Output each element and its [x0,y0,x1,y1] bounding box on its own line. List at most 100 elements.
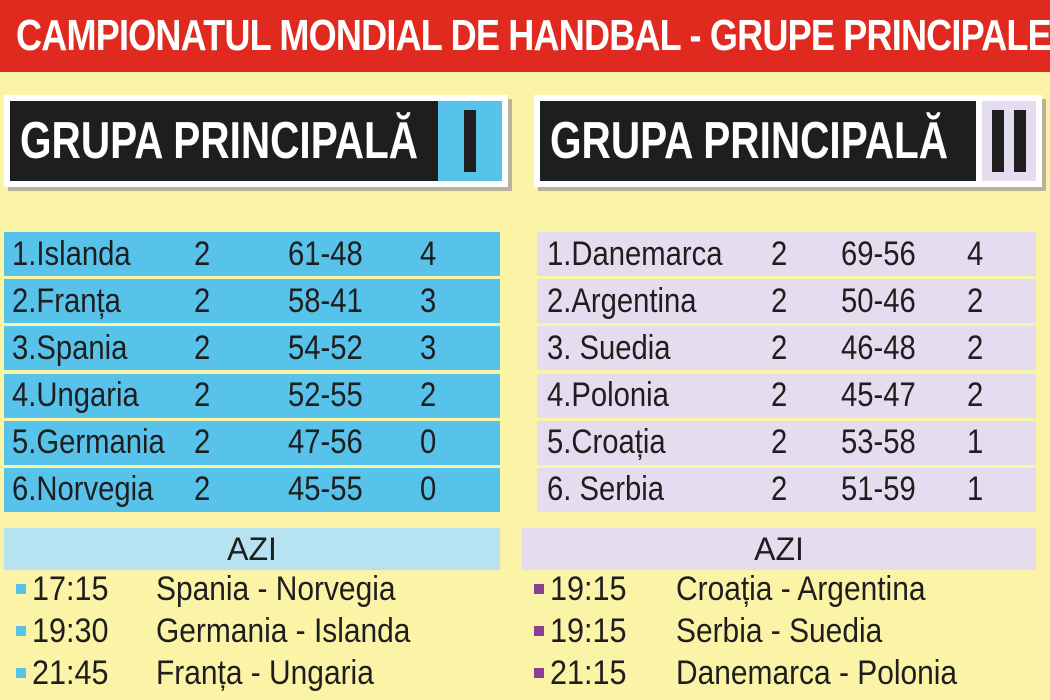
list-item: 21:45 Franța - Ungaria [4,654,500,696]
goal-difference: 46-48 [841,328,916,367]
list-item: 19:30 Germania - Islanda [4,612,500,654]
table-row: 6. Serbia 2 51-59 1 [537,467,1036,512]
matches-played: 2 [771,328,788,367]
group-2-title: GRUPA PRINCIPALĂ [550,112,949,170]
match-teams: Croația - Argentina [676,570,926,608]
points: 3 [420,328,437,367]
goal-difference: 50-46 [841,281,916,320]
page-banner: CAMPIONATUL MONDIAL DE HANDBAL - GRUPE P… [0,0,1050,72]
team-name: 6. Serbia [547,470,665,509]
team-name: 5.Croația [547,423,666,462]
team-name: 1.Danemarca [547,234,723,273]
table-row: 6.Norvegia 2 45-55 0 [4,467,500,512]
group-1-title-box: GRUPA PRINCIPALĂ [10,101,438,181]
bullet-icon [16,626,26,636]
team-name: 2.Franța [12,281,121,320]
roman-numeral-bar [992,110,1004,172]
match-teams: Germania - Islanda [156,612,411,650]
team-name: 4.Polonia [547,376,669,415]
points: 1 [967,470,984,509]
matches-played: 2 [194,281,211,320]
roman-numeral-bar [464,110,476,172]
goal-difference: 45-55 [288,470,363,509]
goal-difference: 47-56 [288,423,363,462]
table-row: 4.Ungaria 2 52-55 2 [4,373,500,418]
team-name: 4.Ungaria [12,376,139,415]
points: 0 [420,470,437,509]
table-row: 2.Argentina 2 50-46 2 [537,279,1036,324]
matches-played: 2 [194,470,211,509]
matches-played: 2 [194,234,211,273]
matches-played: 2 [771,234,788,273]
match-time: 19:30 [32,612,109,650]
group-2-title-box: GRUPA PRINCIPALĂ [540,101,976,181]
table-row: 3.Spania 2 54-52 3 [4,326,500,371]
table-row: 5.Croația 2 53-58 1 [537,420,1036,465]
bullet-icon [534,626,544,636]
match-teams: Serbia - Suedia [676,612,883,650]
match-time: 21:45 [32,654,109,692]
group-1-title: GRUPA PRINCIPALĂ [20,112,419,170]
matches-played: 2 [194,423,211,462]
goal-difference: 54-52 [288,328,363,367]
goal-difference: 69-56 [841,234,916,273]
today-heading: AZI [4,528,500,570]
points: 3 [420,281,437,320]
points: 1 [967,423,984,462]
team-name: 1.Islanda [12,234,131,273]
points: 4 [420,234,437,273]
team-name: 3.Spania [12,328,128,367]
group-1-standings: 1.Islanda 2 61-48 4 2.Franța 2 58-41 3 3… [4,232,500,515]
points: 2 [967,281,984,320]
group-2-header: GRUPA PRINCIPALĂ [534,95,1042,187]
roman-numeral-bar [1014,110,1026,172]
table-row: 1.Danemarca 2 69-56 4 [537,232,1036,276]
bullet-icon [16,584,26,594]
bullet-icon [16,668,26,678]
goal-difference: 52-55 [288,376,363,415]
goal-difference: 45-47 [841,376,916,415]
goal-difference: 58-41 [288,281,363,320]
team-name: 6.Norvegia [12,470,154,509]
group-2-numeral [982,101,1036,181]
points: 2 [420,376,437,415]
group-2-standings: 1.Danemarca 2 69-56 4 2.Argentina 2 50-4… [537,232,1036,515]
list-item: 21:15 Danemarca - Polonia [522,654,1036,696]
matches-played: 2 [194,328,211,367]
banner-title: CAMPIONATUL MONDIAL DE HANDBAL - GRUPE P… [16,11,1050,60]
match-teams: Franța - Ungaria [156,654,374,692]
list-item: 19:15 Croația - Argentina [522,570,1036,612]
goal-difference: 51-59 [841,470,916,509]
table-row: 5.Germania 2 47-56 0 [4,420,500,465]
team-name: 3. Suedia [547,328,671,367]
team-name: 5.Germania [12,423,165,462]
table-row: 2.Franța 2 58-41 3 [4,279,500,324]
group-2-today: AZI 19:15 Croația - Argentina 19:15 Serb… [522,528,1036,700]
goal-difference: 53-58 [841,423,916,462]
points: 2 [967,376,984,415]
group-1-today: AZI 17:15 Spania - Norvegia 19:30 German… [4,528,500,700]
table-row: 1.Islanda 2 61-48 4 [4,232,500,276]
goal-difference: 61-48 [288,234,363,273]
match-time: 21:15 [550,654,627,692]
group-1-numeral [438,101,502,181]
matches-played: 2 [771,376,788,415]
group-1-header: GRUPA PRINCIPALĂ [4,95,508,187]
points: 4 [967,234,984,273]
match-time: 19:15 [550,612,627,650]
match-teams: Danemarca - Polonia [676,654,958,692]
table-row: 4.Polonia 2 45-47 2 [537,373,1036,418]
matches-played: 2 [194,376,211,415]
match-teams: Spania - Norvegia [156,570,396,608]
points: 2 [967,328,984,367]
bullet-icon [534,668,544,678]
match-time: 19:15 [550,570,627,608]
team-name: 2.Argentina [547,281,697,320]
list-item: 19:15 Serbia - Suedia [522,612,1036,654]
matches-played: 2 [771,470,788,509]
table-row: 3. Suedia 2 46-48 2 [537,326,1036,371]
list-item: 17:15 Spania - Norvegia [4,570,500,612]
matches-played: 2 [771,281,788,320]
match-time: 17:15 [32,570,109,608]
bullet-icon [534,584,544,594]
